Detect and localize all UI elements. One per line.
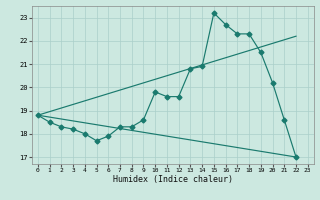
X-axis label: Humidex (Indice chaleur): Humidex (Indice chaleur) — [113, 175, 233, 184]
